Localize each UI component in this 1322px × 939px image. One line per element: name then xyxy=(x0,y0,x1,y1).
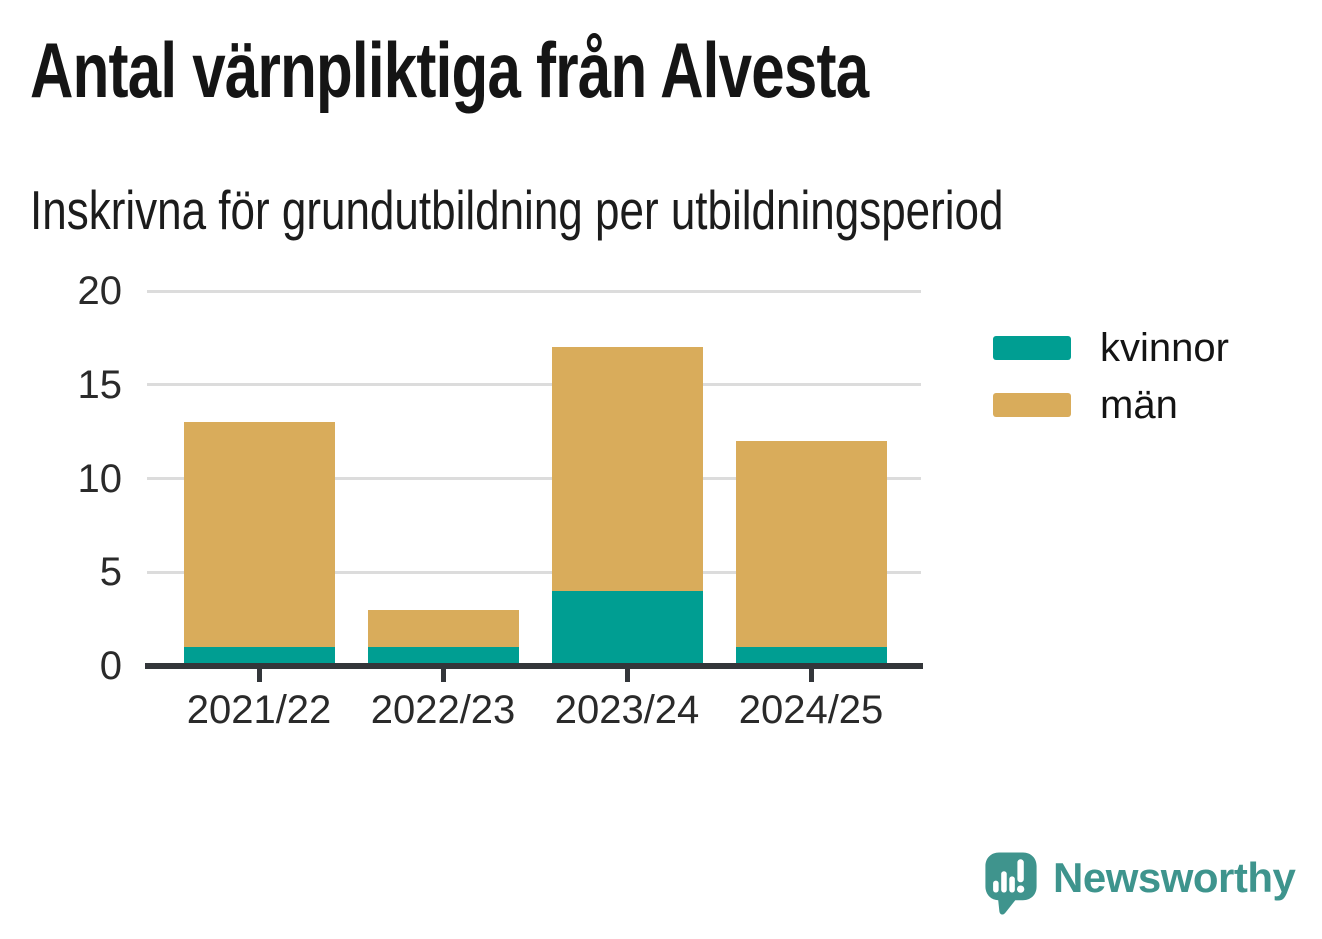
y-tick-label-0: 0 xyxy=(99,644,122,688)
y-axis-labels: 0 5 10 15 20 xyxy=(30,269,123,688)
x-axis-tick-2023/24 xyxy=(624,669,630,682)
legend-label-kvinnor: kvinnor xyxy=(1100,326,1229,370)
x-axis-tick-2024/25 xyxy=(808,669,814,682)
gridline-20 xyxy=(147,289,921,293)
bar-segment-män-2023/24 xyxy=(551,347,703,591)
bar-segment-kvinnor-2023/24 xyxy=(551,591,703,666)
y-tick-label-5: 5 xyxy=(99,550,122,595)
x-axis-label-2021/22: 2021/22 xyxy=(186,688,332,732)
x-axis-ticks xyxy=(147,669,921,683)
x-axis-line xyxy=(145,663,923,669)
plot-area xyxy=(147,289,921,666)
newsworthy-logo-text: Newsworthy xyxy=(1053,854,1296,901)
x-axis-tick-2022/23 xyxy=(440,669,446,682)
x-axis-label-2023/24: 2023/24 xyxy=(554,688,700,732)
bar-segment-män-2021/22 xyxy=(183,422,335,648)
bar-segment-kvinnor-2024/25 xyxy=(735,647,887,666)
newsworthy-speech-bubble-bar-chart-icon xyxy=(985,852,1037,915)
chart-title: Antal värnpliktiga från Alvesta xyxy=(30,26,869,114)
x-axis-label-2022/23: 2022/23 xyxy=(370,688,516,732)
gridline-15 xyxy=(147,383,921,387)
bar-segment-män-2024/25 xyxy=(735,441,887,648)
legend-label-män: män xyxy=(1100,383,1178,427)
y-tick-label-15: 15 xyxy=(77,362,123,407)
newsworthy-logo: Newsworthy xyxy=(982,846,1296,922)
y-tick-label-20: 20 xyxy=(77,269,123,313)
bar-segment-kvinnor-2021/22 xyxy=(183,647,335,666)
legend-item-kvinnor: kvinnor xyxy=(993,325,1229,371)
gridline-10 xyxy=(147,477,921,480)
x-axis-label-2024/25: 2024/25 xyxy=(738,688,884,732)
chart-subtitle: Inskrivna för grundutbildning per utbild… xyxy=(30,179,1004,241)
gridline-5 xyxy=(147,570,921,574)
y-tick-label-10: 10 xyxy=(77,456,123,501)
x-axis-labels: 2021/22 2022/23 2023/24 2024/25 xyxy=(147,688,921,736)
legend-swatch-kvinnor xyxy=(993,336,1071,360)
bar-segment-män-2022/23 xyxy=(367,609,519,648)
legend: kvinnor män xyxy=(993,325,1229,428)
x-axis-tick-2021/22 xyxy=(256,669,262,682)
legend-swatch-män xyxy=(993,393,1071,417)
bar-segment-kvinnor-2022/23 xyxy=(367,647,519,666)
legend-item-män: män xyxy=(993,382,1229,428)
